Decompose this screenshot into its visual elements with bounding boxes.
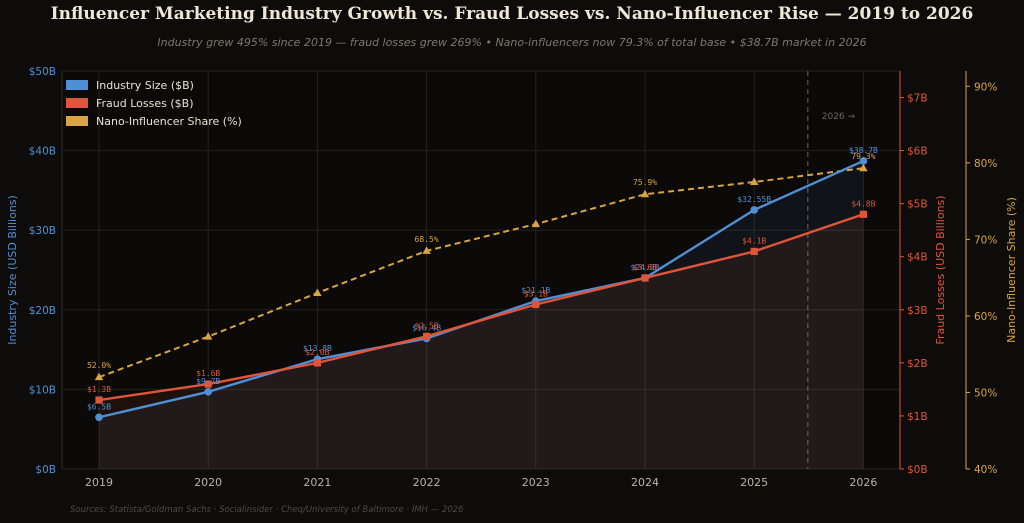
- nano-share-point: [640, 189, 650, 198]
- y-tick-far-right: 90%: [974, 81, 997, 93]
- legend-item-fraud: Fraud Losses ($B): [66, 94, 242, 112]
- fraud-losses-line: [98, 213, 864, 402]
- y-tick-left: $10B: [29, 384, 56, 396]
- industry-size-point: [95, 413, 103, 422]
- source-note: Sources: Statista/Goldman Sachs · Social…: [70, 505, 464, 515]
- fraud-data-label: $1.6B: [196, 369, 220, 378]
- y-axis-title-left: Industry Size (USD Billions): [6, 195, 19, 345]
- forecast-annotation: 2026 →: [822, 112, 856, 122]
- fraud-area-fill: [99, 214, 864, 469]
- industry-data-label: $32.55B: [737, 195, 771, 204]
- y-tick-right: $4B: [907, 252, 928, 264]
- industry-data-label: $16.4B: [412, 323, 441, 332]
- y-tick-far-right: 60%: [974, 311, 997, 323]
- x-tick-label: 2019: [85, 476, 113, 489]
- y-tick-right: $1B: [907, 411, 928, 423]
- y-tick-right: $3B: [907, 305, 928, 317]
- industry-data-label: $38.7B: [849, 146, 878, 155]
- y-tick-right: $2B: [907, 358, 928, 370]
- nano-data-label: 75.9%: [633, 178, 657, 187]
- y-tick-left: $50B: [29, 66, 56, 78]
- nano-share-point: [859, 163, 868, 172]
- y-tick-left: $40B: [29, 146, 56, 158]
- legend-item-industry: Industry Size ($B): [66, 76, 242, 94]
- fraud-data-label: $4.8B: [851, 199, 875, 208]
- industry-data-label: $9.7B: [196, 377, 220, 386]
- nano-share-point: [750, 177, 759, 185]
- fraud-data-label: $1.3B: [87, 385, 111, 394]
- nano-share-point: [204, 332, 213, 340]
- fraud-losses-point: [204, 380, 212, 388]
- industry-size-point: [859, 157, 868, 165]
- nano-share-point: [94, 372, 104, 381]
- chart-subtitle: Industry grew 495% since 2019 — fraud lo…: [157, 36, 867, 49]
- fraud-data-label: $3.1B: [524, 289, 548, 298]
- y-axis-title-right: Fraud Losses (USD Billions): [934, 195, 947, 344]
- x-tick-label: 2020: [194, 476, 222, 489]
- nano-data-label: 68.5%: [415, 235, 439, 244]
- legend: Industry Size ($B) Fraud Losses ($B) Nan…: [66, 76, 242, 130]
- fraud-losses-point: [95, 396, 103, 404]
- industry-data-label: $6.5B: [87, 402, 111, 411]
- plot-area: [61, 70, 901, 470]
- industry-size-point: [750, 206, 758, 214]
- fraud-losses-point: [641, 274, 649, 282]
- y-tick-right: $6B: [907, 146, 928, 158]
- nano-data-label: 52.0%: [87, 361, 111, 370]
- y-tick-far-right: 70%: [974, 234, 997, 246]
- fraud-data-label: $2.5B: [415, 321, 439, 330]
- legend-label-industry: Industry Size ($B): [96, 78, 194, 92]
- fraud-losses-point: [532, 300, 540, 309]
- x-tick-label: 2026: [849, 476, 877, 489]
- chart-title: Influencer Marketing Industry Growth vs.…: [50, 4, 974, 24]
- industry-data-label: $13.8B: [303, 344, 332, 353]
- legend-item-nano: Nano-Influencer Share (%): [66, 112, 242, 130]
- y-tick-far-right: 50%: [974, 387, 997, 399]
- legend-label-fraud: Fraud Losses ($B): [96, 96, 194, 110]
- legend-swatch-industry: [66, 80, 88, 90]
- x-tick-label: 2024: [631, 476, 659, 489]
- y-tick-left: $30B: [29, 225, 56, 237]
- fraud-data-label: $2.0B: [305, 348, 329, 357]
- fraud-data-label: $3.6B: [633, 263, 657, 272]
- industry-data-label: $24.0B: [631, 263, 660, 272]
- y-tick-far-right: 80%: [974, 158, 997, 170]
- nano-share-point: [422, 246, 431, 254]
- legend-swatch-fraud: [66, 98, 88, 108]
- y-tick-far-right: 40%: [974, 464, 997, 476]
- fraud-losses-point: [859, 210, 867, 218]
- nano-data-label: 79.3%: [851, 152, 875, 161]
- y-tick-left: $20B: [29, 305, 56, 317]
- legend-swatch-nano: [66, 116, 88, 126]
- x-tick-label: 2022: [413, 476, 441, 489]
- y-tick-right: $0B: [907, 464, 928, 476]
- legend-label-nano: Nano-Influencer Share (%): [96, 114, 242, 128]
- x-tick-label: 2025: [740, 476, 768, 489]
- y-tick-right: $7B: [907, 93, 928, 105]
- industry-data-label: $21.1B: [521, 286, 550, 295]
- y-tick-left: $0B: [35, 464, 56, 476]
- fraud-losses-point: [423, 332, 431, 340]
- fraud-losses-point: [750, 247, 758, 256]
- industry-size-point: [204, 387, 212, 396]
- y-axis-title-far-right: Nano-Influencer Share (%): [1005, 197, 1018, 343]
- nano-share-point: [531, 219, 540, 228]
- fraud-losses-point: [313, 359, 321, 367]
- x-tick-label: 2021: [303, 476, 331, 489]
- x-tick-label: 2023: [522, 476, 550, 489]
- industry-area-fill: [99, 160, 864, 469]
- nano-share-point: [313, 288, 322, 296]
- fraud-data-label: $4.1B: [742, 236, 766, 245]
- y-tick-right: $5B: [907, 199, 928, 211]
